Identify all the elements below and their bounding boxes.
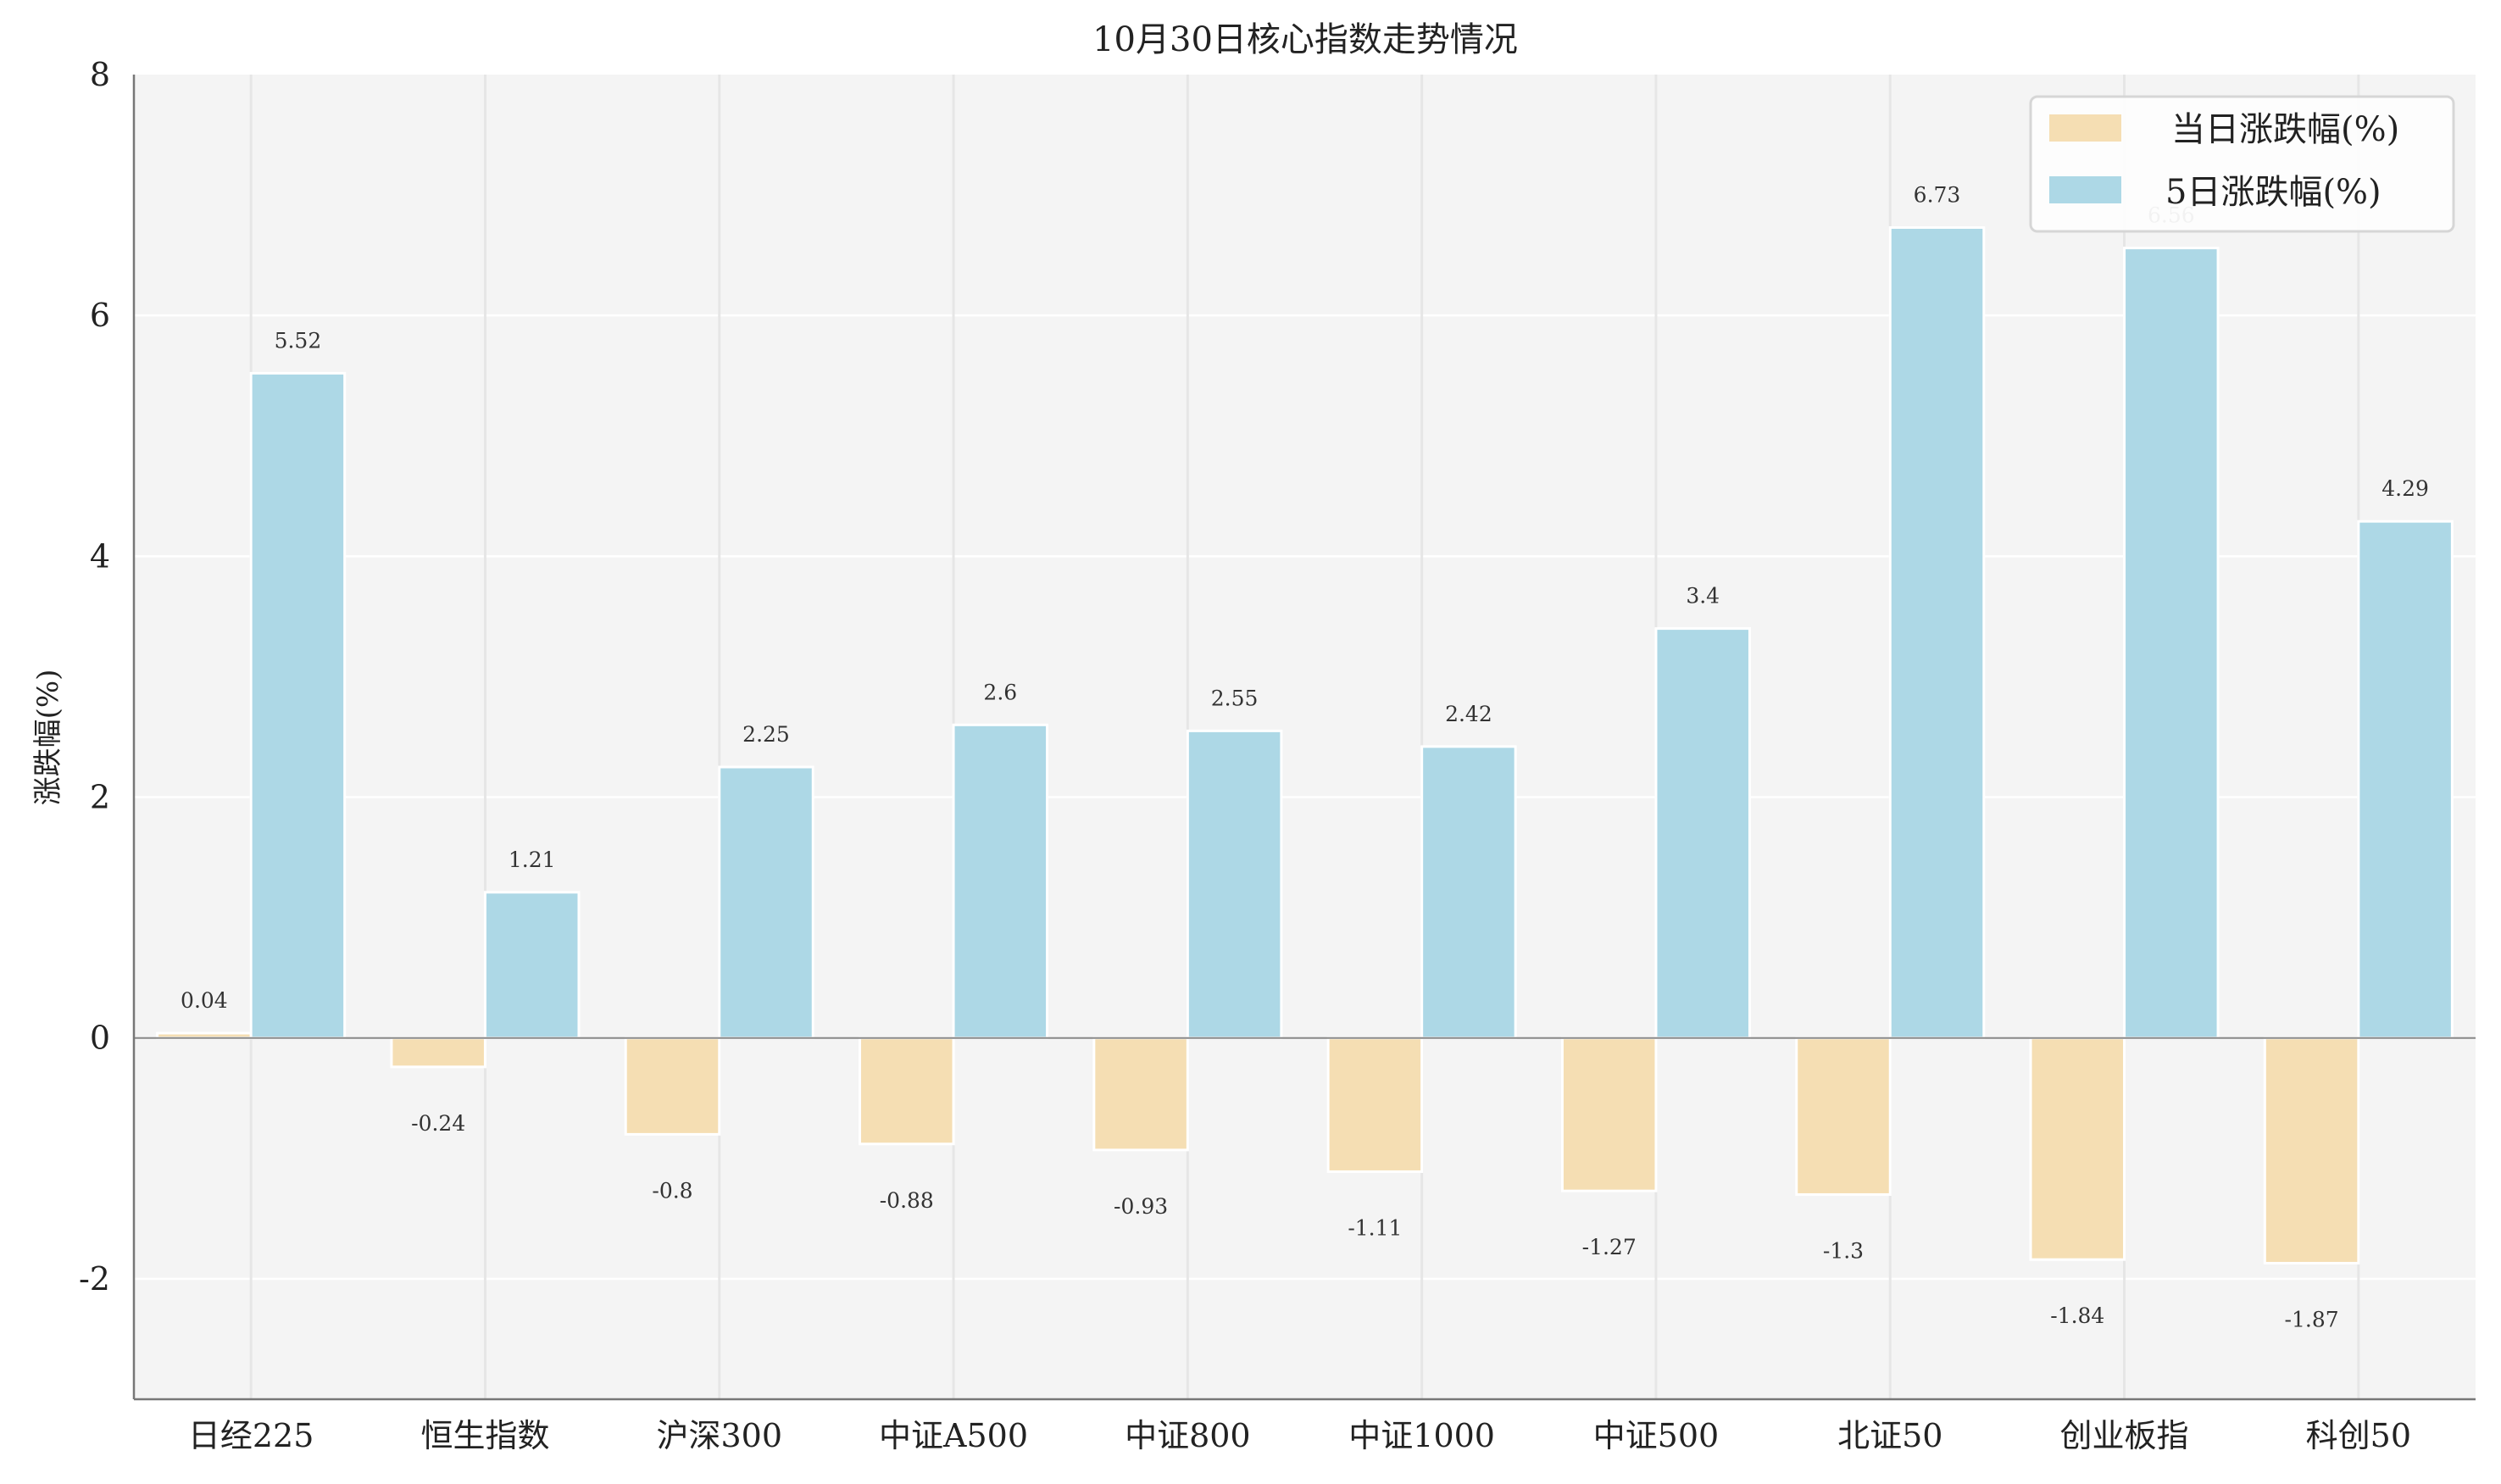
y-tick-label: 4 [90, 537, 110, 575]
x-tick-label: 中证800 [1125, 1417, 1251, 1454]
bar-5day-change [952, 723, 1049, 1040]
legend-swatch-daily [2049, 114, 2121, 142]
data-label-daily: -0.24 [411, 1111, 465, 1136]
bar-5day-change [2357, 520, 2454, 1040]
data-label-daily: -1.87 [2285, 1307, 2339, 1331]
y-tick-label: 8 [90, 56, 110, 93]
data-label-5day: 2.6 [983, 680, 1017, 704]
data-label-5day: 2.42 [1445, 702, 1492, 726]
bar-daily-change [859, 1037, 955, 1146]
data-label-daily: -1.84 [2050, 1303, 2104, 1328]
bar-daily-change [390, 1037, 486, 1069]
bar-5day-change [249, 371, 347, 1040]
x-tick-label: 科创50 [2306, 1417, 2411, 1454]
data-label-5day: 4.29 [2382, 476, 2429, 501]
x-tick-label: 创业板指 [2060, 1417, 2189, 1454]
legend: 当日涨跌幅(%) 5日涨跌幅(%) [2029, 95, 2455, 233]
y-tick-label: 6 [90, 297, 110, 334]
data-label-daily: -1.11 [1348, 1215, 1402, 1240]
y-tick-label: 0 [90, 1020, 110, 1057]
y-tick-label: 2 [90, 779, 110, 816]
chart-title: 10月30日核心指数走势情况 [1092, 20, 1518, 59]
bar-5day-change [1888, 225, 1986, 1040]
bar-daily-change [1795, 1037, 1892, 1196]
x-tick-label: 日经225 [188, 1417, 314, 1454]
legend-label-5day: 5日涨跌幅(%) [2165, 173, 2382, 212]
data-label-5day: 2.25 [742, 722, 790, 747]
data-label-5day: 2.55 [1211, 686, 1259, 710]
legend-box [2029, 95, 2455, 233]
x-tick-label: 中证500 [1593, 1417, 1720, 1454]
bar-5day-change [1186, 729, 1283, 1040]
x-tick-label: 中证1000 [1348, 1417, 1495, 1454]
y-tick-label: -2 [79, 1260, 110, 1298]
legend-label-daily: 当日涨跌幅(%) [2171, 110, 2399, 149]
bar-daily-change [1560, 1037, 1658, 1192]
data-label-daily: -0.93 [1114, 1194, 1168, 1219]
x-tick-label: 恒生指数 [420, 1417, 549, 1454]
legend-swatch-5day [2049, 176, 2121, 203]
bar-daily-change [1092, 1037, 1189, 1152]
data-label-daily: -1.27 [1582, 1235, 1637, 1259]
x-tick-label: 中证A500 [879, 1417, 1028, 1454]
bar-5day-change [483, 891, 581, 1040]
data-label-daily: -0.8 [652, 1178, 692, 1203]
data-label-daily: -1.3 [1823, 1238, 1864, 1263]
bar-5day-change [2123, 247, 2220, 1040]
bar-5day-change [1654, 627, 1751, 1040]
y-axis-label: 涨跌幅(%) [31, 670, 65, 806]
data-label-daily: 0.04 [181, 988, 228, 1013]
x-tick-label: 北证50 [1837, 1417, 1942, 1454]
bar-daily-change [2029, 1037, 2126, 1261]
data-label-daily: -0.88 [880, 1188, 934, 1213]
x-tick-label: 沪深300 [656, 1417, 782, 1454]
data-label-5day: 3.4 [1686, 584, 1720, 609]
bar-daily-change [2263, 1037, 2360, 1264]
bar-daily-change [1326, 1037, 1424, 1173]
bar-daily-change [624, 1037, 721, 1136]
data-label-5day: 6.73 [1914, 182, 1961, 207]
bar-5day-change [718, 765, 814, 1040]
data-label-5day: 1.21 [509, 848, 556, 872]
data-label-5day: 5.52 [275, 328, 322, 353]
bar-5day-change [1420, 745, 1517, 1040]
